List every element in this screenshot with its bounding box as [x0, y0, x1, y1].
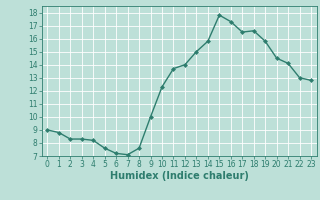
X-axis label: Humidex (Indice chaleur): Humidex (Indice chaleur) [110, 171, 249, 181]
